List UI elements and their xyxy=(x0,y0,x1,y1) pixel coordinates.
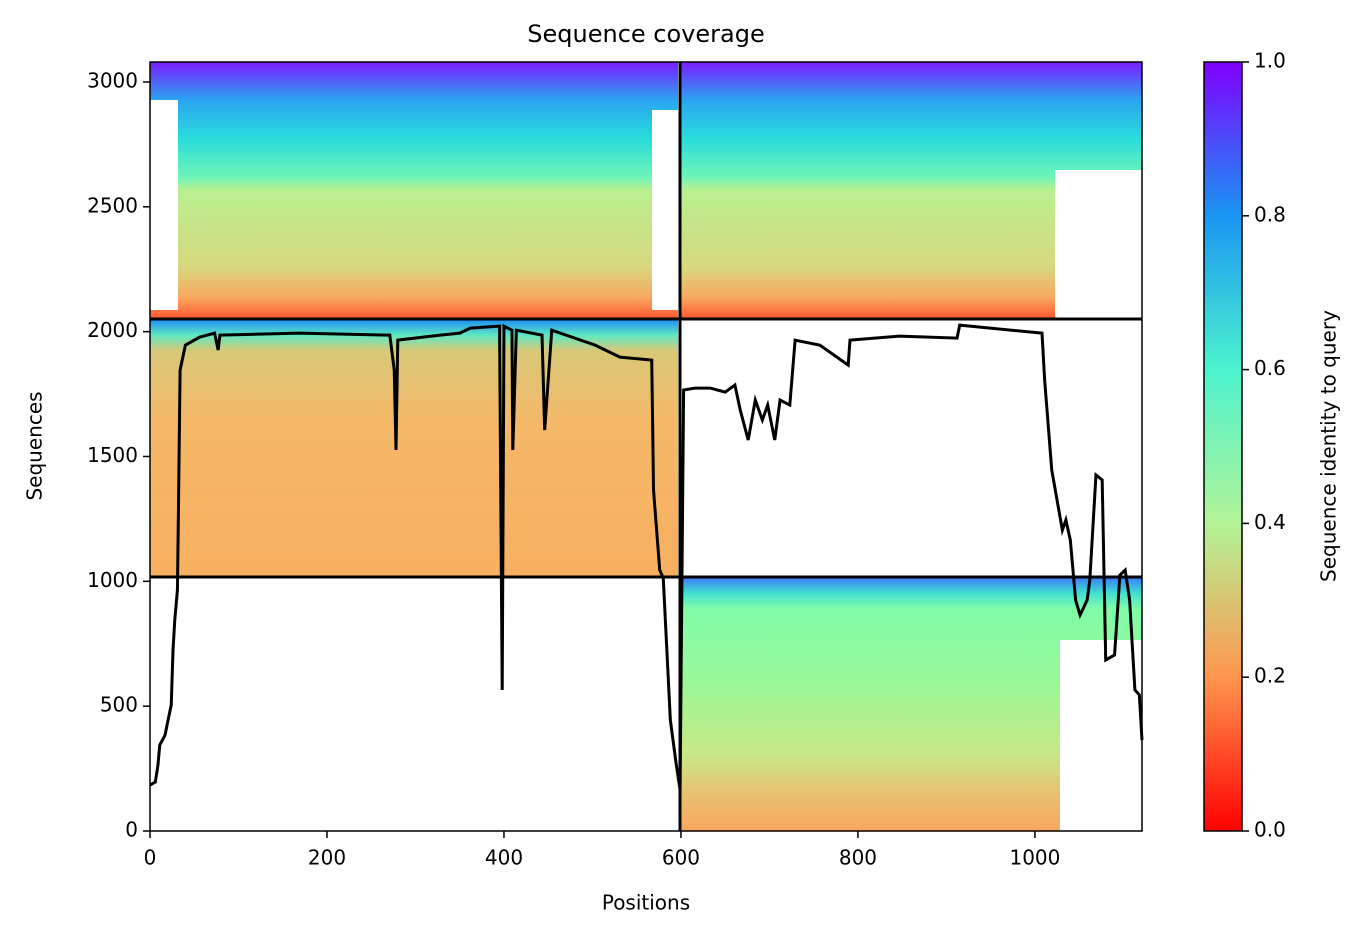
y-tick-label: 500 xyxy=(100,693,138,717)
y-tick-label: 0 xyxy=(125,818,138,842)
y-tick-label: 3000 xyxy=(87,68,138,92)
chart-title: Sequence coverage xyxy=(527,20,764,48)
colorbar-tick-label: 1.0 xyxy=(1254,49,1286,73)
x-axis-label: Positions xyxy=(602,891,690,915)
heatmap-block xyxy=(150,62,678,318)
heatmap-gap xyxy=(1060,640,1142,831)
colorbar-label: Sequence identity to query xyxy=(1317,310,1341,582)
y-tick-label: 2000 xyxy=(87,318,138,342)
colorbar-tick-label: 0.4 xyxy=(1254,510,1286,534)
x-tick-label: 600 xyxy=(662,846,700,870)
y-tick-label: 2500 xyxy=(87,193,138,217)
y-tick-label: 1000 xyxy=(87,568,138,592)
heatmap-gap xyxy=(150,100,178,310)
y-tick-label: 1500 xyxy=(87,443,138,467)
x-tick-label: 200 xyxy=(308,846,346,870)
heatmap-gap xyxy=(652,110,678,310)
heatmap-block xyxy=(150,320,678,576)
y-axis-label: Sequences xyxy=(23,391,47,500)
coverage-heatmap xyxy=(150,62,1142,831)
x-tick-label: 1000 xyxy=(1009,846,1060,870)
colorbar-tick-label: 0.8 xyxy=(1254,202,1286,226)
x-tick-label: 800 xyxy=(839,846,877,870)
colorbar-tick-label: 0.6 xyxy=(1254,356,1286,380)
plot-frame xyxy=(149,61,1143,832)
coverage-line xyxy=(149,323,1144,791)
x-tick-label: 0 xyxy=(144,846,157,870)
colorbar-tick-label: 0.0 xyxy=(1254,818,1286,842)
heatmap-gap xyxy=(1055,170,1142,318)
colorbar xyxy=(1203,61,1243,832)
colorbar-tick-label: 0.2 xyxy=(1254,664,1286,688)
x-tick-label: 400 xyxy=(485,846,523,870)
